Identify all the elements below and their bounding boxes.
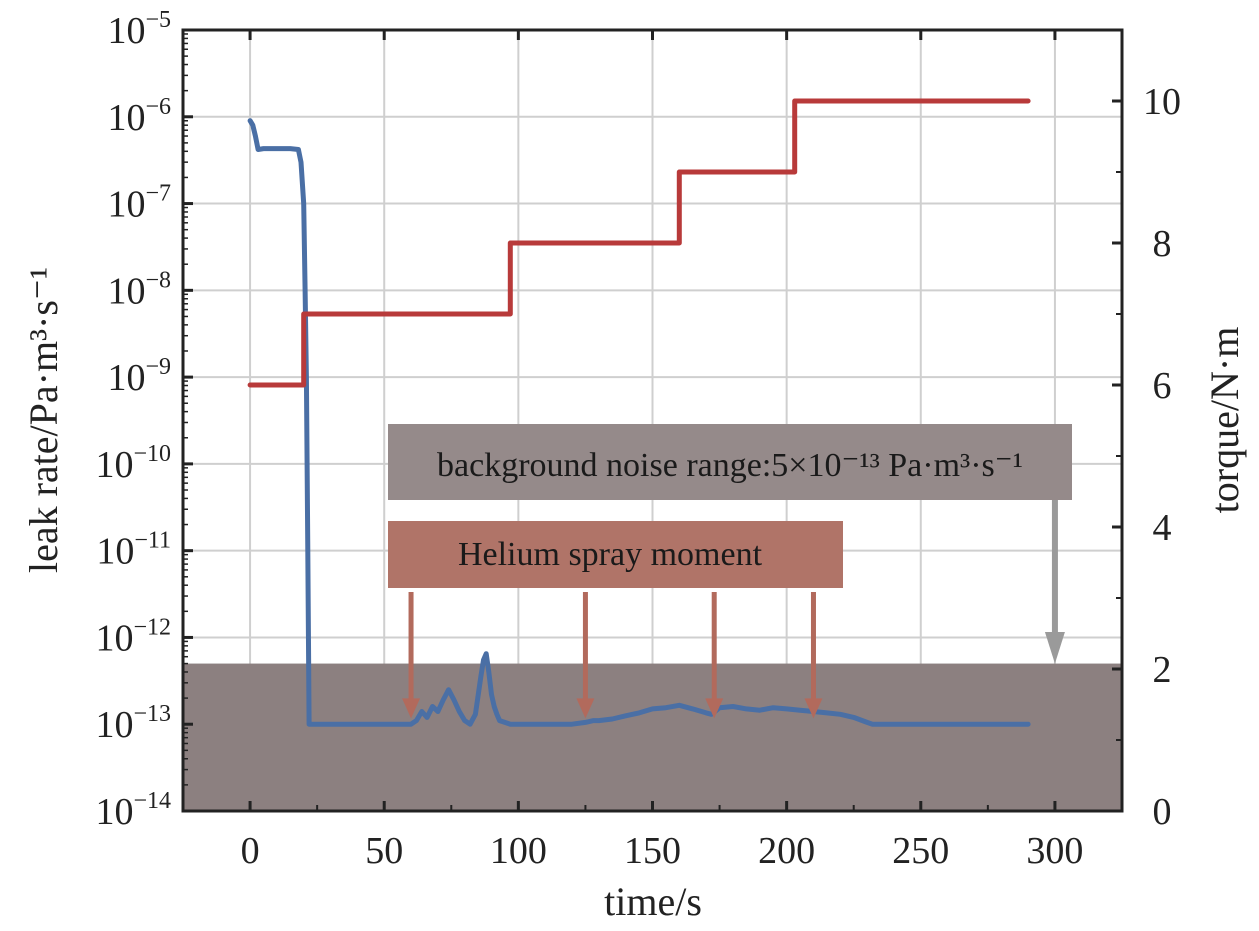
y-left-tick-label: 10−5: [107, 7, 171, 52]
background-arrow-head: [1044, 632, 1065, 664]
y-axis-left-label: leak rate/Pa·m³·s⁻¹: [21, 267, 66, 573]
x-tick-label: 100: [490, 830, 547, 872]
helium-arrow-head: [576, 698, 595, 719]
annotation-layer: background noise range:5×10⁻¹³ Pa·m³·s⁻¹…: [388, 424, 1072, 719]
y-left-tick-label: 10−8: [107, 267, 171, 312]
background-noise-box: [388, 424, 1072, 500]
background-noise-band: [183, 663, 1122, 811]
y-left-tick-label: 10−12: [95, 614, 171, 659]
x-tick-label: 200: [758, 830, 815, 872]
series-line-torque: [247, 98, 1031, 388]
y-right-tick-label: 10: [1143, 81, 1181, 123]
helium-arrow-head: [705, 698, 724, 719]
series-line-leak-rate: [247, 118, 1031, 727]
helium-arrow-head: [804, 698, 823, 719]
y-left-tick-label: 10−7: [107, 181, 171, 226]
y-left-tick-label: 10−13: [95, 701, 171, 746]
y-right-tick-label: 0: [1153, 791, 1172, 833]
y-right-tick-label: 6: [1153, 365, 1172, 407]
axes-layer: 0 50 100 150 200 250 30010−510−610−710−810−910…: [95, 7, 1181, 872]
x-tick-label: 50: [365, 830, 403, 872]
y-right-tick-label: 8: [1153, 223, 1172, 265]
helium-spray-box: [388, 521, 843, 588]
x-tick-label: 150: [624, 830, 681, 872]
y-left-tick-label: 10−11: [96, 528, 171, 573]
helium-spray-label: Helium spray moment: [458, 536, 763, 573]
y-left-tick-label: 10−10: [95, 441, 171, 486]
x-tick-label: 0: [241, 830, 260, 872]
helium-arrow-head: [402, 698, 421, 719]
background-noise-label: background noise range:5×10⁻¹³ Pa·m³·s⁻¹: [437, 447, 1023, 484]
y-left-tick-label: 10−6: [107, 94, 171, 139]
x-axis-label: time/s: [604, 879, 702, 924]
y-right-tick-label: 4: [1153, 507, 1172, 549]
y-left-tick-label: 10−14: [95, 788, 171, 833]
series-layer: [247, 98, 1031, 727]
y-left-tick-label: 10−9: [107, 354, 171, 399]
y-right-tick-label: 2: [1153, 649, 1172, 691]
x-tick-label: 300: [1026, 830, 1083, 872]
x-tick-label: 250: [892, 830, 949, 872]
y-axis-right-label: torque/N·m: [1202, 327, 1247, 514]
